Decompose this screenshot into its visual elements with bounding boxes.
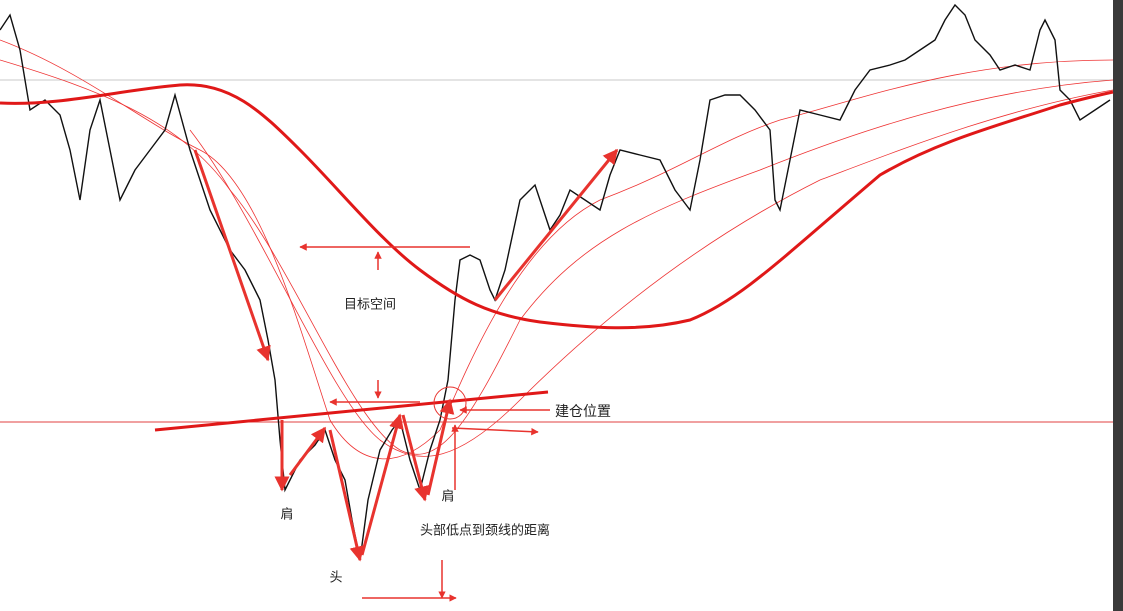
entry-circle <box>433 386 467 420</box>
annotation: 头部低点到颈线的距离 <box>420 523 550 539</box>
annotation: 建仓位置 <box>555 404 611 420</box>
long-moving-average <box>0 83 1114 330</box>
price-path <box>0 3 1111 561</box>
annotation: 头 <box>329 571 342 586</box>
window-border <box>1113 0 1123 611</box>
moving-average <box>189 89 1114 457</box>
annotation: 目标空间 <box>344 298 396 313</box>
neckline <box>154 390 549 432</box>
moving-average <box>0 59 1114 455</box>
annotation: 肩 <box>280 507 293 523</box>
annotation: 肩 <box>441 489 454 505</box>
measure-arrows <box>299 243 550 602</box>
pattern-arrows <box>193 148 619 562</box>
